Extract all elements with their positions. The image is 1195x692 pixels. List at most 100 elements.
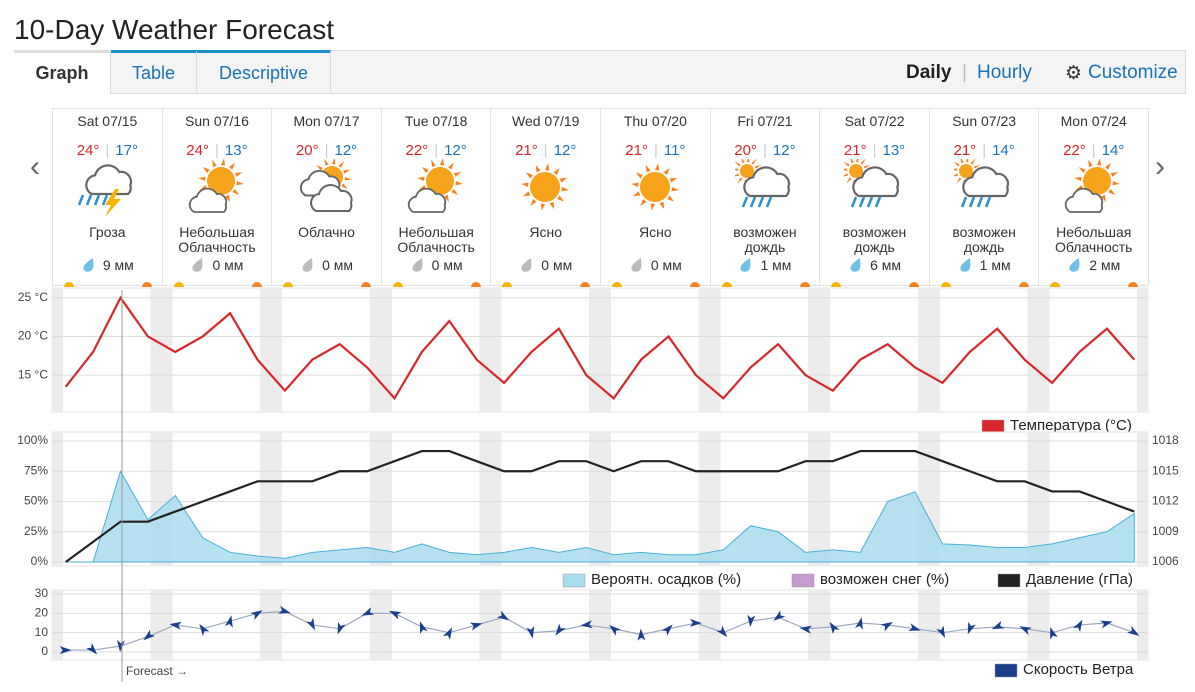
day-condition: Гроза (89, 224, 126, 240)
day-temps: 24° | 13° (163, 142, 272, 159)
night-band (808, 288, 831, 412)
wind-marker (337, 621, 346, 635)
temp-separator: | (1091, 142, 1096, 159)
night-band (698, 432, 721, 566)
night-band (52, 590, 63, 660)
weather-icon (631, 163, 679, 211)
wind-marker (689, 618, 702, 627)
legend-label: возможен снег (%) (820, 571, 949, 588)
night-band (150, 288, 173, 412)
y-tick-label: 100% (17, 433, 48, 447)
temp-separator: | (982, 142, 987, 159)
temp-separator: | (762, 142, 767, 159)
customize-link[interactable]: Customize (1088, 62, 1178, 83)
weather-icon (188, 159, 244, 213)
tab[interactable]: Graph (14, 50, 111, 94)
wind-marker (250, 610, 263, 620)
temp-separator: | (872, 142, 877, 159)
gear-icon[interactable]: ⚙ (1065, 63, 1083, 84)
day-condition: Ясно (529, 224, 563, 240)
night-band (260, 590, 283, 660)
tab[interactable]: Descriptive (197, 50, 331, 94)
wind-marker (143, 629, 156, 641)
drop-icon (740, 258, 751, 272)
weather-icon (407, 159, 463, 213)
separator: | (962, 62, 967, 83)
day-date: Sat 07/15 (77, 113, 138, 129)
drop-icon (631, 258, 642, 272)
day-date: Sun 07/16 (185, 113, 249, 129)
wind-marker (526, 626, 535, 639)
y-tick-label: 0 (41, 644, 48, 658)
day-date: Sun 07/23 (952, 113, 1017, 129)
day-card: Wed 07/19 21° | 12° Ясно 0 мм (491, 109, 602, 287)
day-precip: 0 мм (382, 257, 491, 273)
drop-icon (302, 258, 313, 272)
temp-separator: | (214, 142, 219, 159)
tab[interactable]: Table (111, 50, 197, 94)
day-card: Sat 07/22 21° | 13° возможен дождь 6 мм (820, 109, 930, 287)
sun-markers (392, 282, 481, 287)
wind-marker (829, 621, 840, 635)
day-condition: возможен дождь (842, 224, 907, 255)
temp-separator: | (324, 142, 329, 159)
high-temp: 21° (953, 142, 977, 159)
day-precip: 0 мм (272, 257, 381, 273)
temp-separator: | (105, 142, 110, 159)
day-precip: 1 мм (711, 257, 820, 273)
day-precip: 6 мм (820, 257, 929, 273)
drop-icon (1069, 258, 1080, 272)
y2-tick-label: 1009 (1152, 524, 1179, 538)
y-tick-label: 20 (35, 606, 49, 620)
night-band (1027, 432, 1050, 566)
wind-marker (361, 607, 375, 616)
precip-amount: 9 мм (102, 257, 134, 273)
legend-label: Скорость Ветра (1023, 661, 1134, 678)
wind-marker (609, 624, 621, 636)
precip-amount: 0 мм (431, 257, 463, 273)
wind-marker (224, 615, 233, 628)
night-band (917, 288, 940, 412)
day-strip: Sat 07/15 24° | 17° Гроза 9 мм Sun 07/16 24° | 13… (52, 108, 1150, 287)
low-temp: 12° (334, 142, 358, 159)
wind-marker (169, 621, 182, 630)
page-title: 10-Day Weather Forecast (14, 14, 335, 45)
night-band (1027, 288, 1050, 412)
prev-arrow[interactable]: ‹ (30, 150, 40, 183)
day-date: Thu 07/20 (623, 113, 687, 129)
legend-label: Вероятн. осадков (%) (591, 571, 741, 588)
view-toggle[interactable]: Daily (906, 62, 952, 83)
next-arrow[interactable]: › (1155, 150, 1165, 183)
y2-tick-label: 1015 (1152, 463, 1179, 477)
annotation: Forecast → (126, 664, 188, 678)
weather-icon (844, 159, 900, 208)
wind-marker (469, 622, 483, 631)
day-temps: 20° | 12° (272, 142, 381, 159)
night-band (369, 288, 392, 412)
high-temp: 24° (186, 142, 209, 159)
weather-icon (77, 164, 132, 217)
y2-tick-label: 1012 (1152, 494, 1179, 508)
night-band (1137, 432, 1148, 566)
low-temp: 13° (224, 142, 248, 159)
wind-marker (306, 617, 316, 631)
legend-swatch (562, 573, 586, 588)
sun-markers (940, 282, 1029, 287)
y-tick-label: 75% (24, 463, 48, 477)
night-band (52, 288, 63, 412)
wind-marker (637, 628, 646, 641)
day-card: Tue 07/18 22° | 12° Небольшая Облачность 0 мм (382, 109, 492, 287)
y-tick-label: 25 °C (18, 290, 48, 304)
wind-marker (555, 623, 566, 636)
day-condition: возможен дождь (733, 224, 797, 255)
precip-amount: 1 мм (760, 257, 792, 273)
wind-marker (773, 610, 786, 621)
weather-icon (953, 159, 1009, 208)
day-card: Sat 07/15 24° | 17° Гроза 9 мм (53, 109, 163, 287)
view-toggle[interactable]: Hourly (977, 62, 1032, 83)
night-band (260, 432, 283, 566)
day-temps: 22° | 12° (382, 142, 491, 159)
sun-markers (502, 282, 591, 287)
